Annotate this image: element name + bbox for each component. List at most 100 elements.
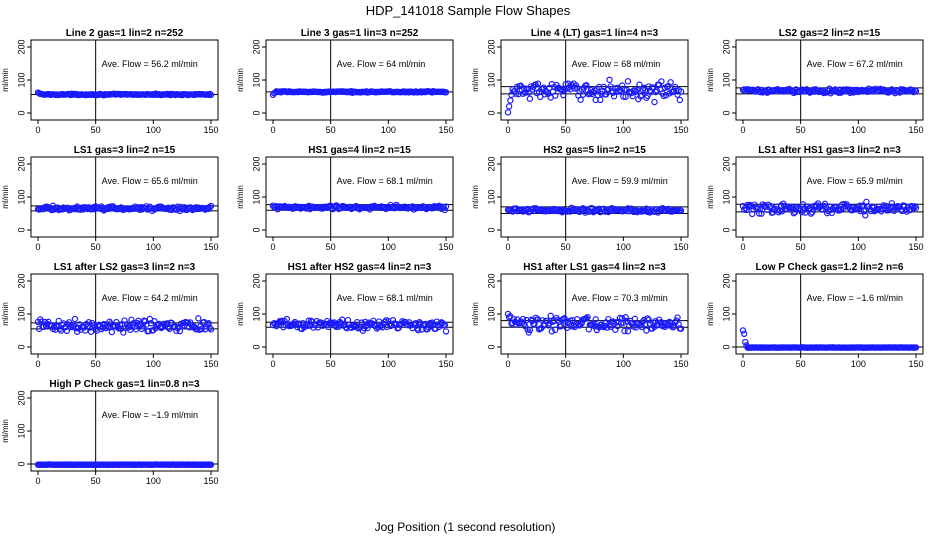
panel-6: HS1 gas=4 lin=2 n=15 ml/min 0 50 100 150 0 100 2…: [236, 145, 454, 252]
data-point: [548, 328, 556, 335]
data-point: [669, 324, 677, 331]
data-point: [912, 344, 920, 351]
data-point: [624, 327, 632, 335]
data-point: [50, 323, 58, 330]
y-tick-label: 200: [16, 273, 26, 288]
data-point: [526, 326, 534, 334]
data-point: [561, 315, 568, 322]
panel-1: Line 2 gas=1 lin=2 n=252 ml/min 0 50 100 150 0…: [1, 28, 219, 135]
y-tick-label: 200: [16, 156, 26, 171]
x-tick-label: 0: [35, 476, 40, 486]
data-point: [597, 96, 604, 104]
plot-frame: [265, 156, 454, 238]
panel-13: High P Check gas=1 lin=0.8 n=3 ml/min 0 50 1…: [1, 379, 219, 486]
x-tick-label: 100: [381, 242, 396, 252]
y-tick-label: 200: [486, 273, 496, 288]
data-point: [198, 325, 205, 333]
data-point: [645, 316, 652, 324]
data-point: [663, 83, 671, 91]
plot-frame: [265, 39, 454, 121]
y-axis-label: ml/min: [236, 185, 245, 209]
panel-title: HS1 after LS1 gas=4 lin=2 n=3: [523, 262, 666, 273]
data-point: [442, 328, 450, 335]
data-point: [629, 92, 636, 100]
y-tick-label: 100: [16, 72, 26, 87]
data-points: [34, 315, 215, 336]
data-point: [577, 321, 584, 328]
x-tick-label: 50: [561, 359, 571, 369]
plot-frame: [500, 156, 689, 238]
plot-frame: [30, 39, 219, 121]
data-point: [658, 78, 665, 85]
y-tick-label: 200: [251, 273, 261, 288]
data-point: [108, 328, 116, 336]
y-tick-label: 100: [251, 189, 261, 204]
y-tick-label: 0: [721, 110, 731, 115]
panel-11: HS1 after LS1 gas=4 lin=2 n=3 ml/min 0 50 10…: [471, 262, 689, 369]
y-tick-label: 100: [251, 72, 261, 87]
ave-flow-annotation: Ave. Flow = 65.6 ml/min: [102, 176, 198, 186]
data-point: [911, 203, 919, 210]
y-axis-label: ml/min: [706, 302, 715, 326]
panel-10: HS1 after HS2 gas=4 lin=2 n=3 ml/min 0 50 10…: [236, 262, 454, 369]
data-point: [537, 93, 544, 101]
panel-title: Line 3 gas=1 lin=3 n=252: [301, 28, 419, 39]
panel-title: LS1 after HS1 gas=3 lin=2 n=3: [758, 145, 901, 156]
ave-flow-annotation: Ave. Flow = 70.3 ml/min: [572, 293, 668, 303]
plot-frame: [30, 390, 219, 472]
data-point: [912, 204, 920, 211]
y-tick-label: 0: [251, 227, 261, 232]
x-tick-label: 150: [908, 359, 923, 369]
data-point: [677, 325, 685, 332]
y-tick-label: 0: [486, 344, 496, 349]
data-point: [667, 79, 674, 86]
x-tick-label: 50: [561, 242, 571, 252]
data-point: [802, 209, 809, 216]
plot-frame: [500, 273, 689, 355]
data-point: [132, 326, 140, 333]
ave-flow-annotation: Ave. Flow = 56.2 ml/min: [102, 59, 198, 69]
data-point: [552, 326, 559, 334]
y-axis-label: ml/min: [236, 302, 245, 326]
data-point: [557, 322, 565, 330]
figure-title: HDP_141018 Sample Flow Shapes: [366, 3, 571, 18]
data-point: [651, 98, 658, 106]
panel-5: LS1 gas=3 lin=2 n=15 ml/min 0 50 100 150 0 100 2…: [1, 145, 219, 252]
y-tick-label: 200: [721, 39, 731, 54]
y-tick-label: 0: [16, 344, 26, 349]
plot-frame: [265, 273, 454, 355]
x-tick-label: 150: [438, 242, 453, 252]
ave-flow-annotation: Ave. Flow = −1.9 ml/min: [102, 410, 198, 420]
x-tick-label: 50: [326, 125, 336, 135]
y-tick-label: 100: [486, 306, 496, 321]
data-point: [740, 330, 748, 337]
y-tick-label: 0: [16, 110, 26, 115]
x-tick-label: 100: [851, 242, 866, 252]
x-tick-label: 150: [438, 359, 453, 369]
data-point: [292, 320, 300, 328]
data-point: [637, 93, 644, 100]
data-point: [677, 207, 685, 214]
data-point: [504, 109, 512, 116]
data-points: [504, 204, 685, 216]
data-point: [526, 95, 534, 102]
data-point: [520, 85, 528, 92]
y-axis-label: ml/min: [1, 419, 10, 443]
data-point: [851, 206, 859, 213]
data-point: [888, 200, 895, 207]
x-tick-label: 0: [505, 242, 510, 252]
data-point: [860, 208, 868, 215]
y-tick-label: 0: [251, 344, 261, 349]
data-point: [594, 91, 602, 99]
data-point: [632, 88, 640, 95]
x-tick-label: 50: [91, 359, 101, 369]
data-point: [358, 319, 366, 326]
data-point: [206, 324, 214, 332]
data-point: [441, 321, 449, 329]
x-tick-label: 150: [203, 242, 218, 252]
plot-frame: [735, 39, 924, 121]
x-tick-label: 150: [203, 476, 218, 486]
x-tick-label: 50: [91, 242, 101, 252]
data-point: [442, 203, 450, 210]
